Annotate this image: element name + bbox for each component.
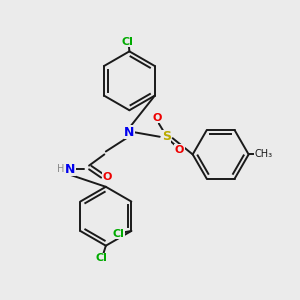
Text: Cl: Cl bbox=[112, 229, 124, 239]
Text: N: N bbox=[124, 126, 135, 139]
Text: O: O bbox=[103, 172, 112, 182]
Text: S: S bbox=[162, 130, 171, 143]
Text: Cl: Cl bbox=[95, 253, 107, 263]
Text: H: H bbox=[57, 164, 64, 174]
Text: CH₃: CH₃ bbox=[254, 149, 272, 159]
Text: O: O bbox=[153, 112, 162, 123]
Text: O: O bbox=[175, 145, 184, 155]
Text: N: N bbox=[64, 163, 75, 176]
Text: Cl: Cl bbox=[122, 37, 134, 47]
